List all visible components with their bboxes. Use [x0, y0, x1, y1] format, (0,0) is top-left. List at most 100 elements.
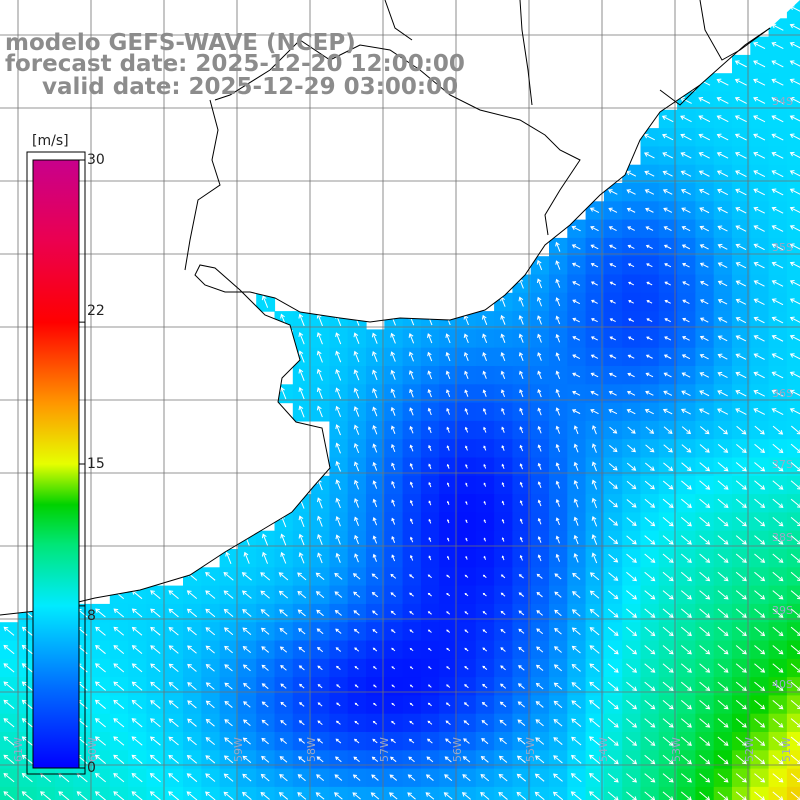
wind-arrow [662, 516, 674, 527]
wind-arrow [409, 407, 414, 416]
wind-arrow [680, 773, 692, 783]
field-cell [457, 786, 477, 800]
lon-label: 52W [743, 737, 756, 762]
wind-arrow [754, 754, 766, 765]
wind-arrow [772, 425, 784, 435]
wind-arrow [516, 773, 527, 782]
wind-arrow [790, 498, 800, 508]
wind-arrow [607, 699, 619, 710]
wind-arrow [608, 499, 618, 508]
wind-arrow [483, 445, 487, 451]
colorbar-tick: 15 [87, 456, 105, 472]
wind-arrow [626, 663, 638, 673]
field-cell [274, 786, 294, 800]
wind-arrow [354, 720, 359, 725]
wind-arrow [772, 571, 784, 582]
wind-arrow [736, 443, 747, 453]
wind-arrow [372, 498, 378, 508]
wind-arrow [113, 645, 125, 655]
wind-arrow [480, 773, 490, 782]
wind-arrow [427, 592, 432, 597]
wind-arrow [626, 535, 637, 545]
wind-arrow [465, 519, 468, 524]
wind-arrow [735, 170, 747, 177]
wind-arrow [260, 791, 270, 800]
wind-arrow [699, 317, 709, 323]
wind-arrow [609, 263, 617, 268]
wind-arrow [607, 718, 619, 728]
wind-arrow [464, 684, 469, 689]
wind-arrow [371, 332, 378, 344]
wind-arrow [409, 536, 414, 543]
wind-arrow [680, 152, 692, 159]
wind-arrow [243, 682, 251, 690]
wind-arrow [753, 316, 765, 324]
wind-arrow [168, 663, 179, 673]
field-cell [36, 786, 56, 800]
wind-arrow [628, 300, 634, 304]
wind-arrow [736, 425, 747, 435]
field-cell [786, 530, 800, 550]
wind-arrow [771, 133, 784, 141]
lon-label: 55W [524, 737, 537, 762]
wind-arrow [735, 773, 747, 783]
wind-arrow [771, 298, 784, 306]
wind-arrow [371, 756, 379, 763]
wind-arrow [680, 498, 692, 509]
wind-arrow [645, 372, 654, 378]
wind-arrow [500, 389, 506, 397]
field-cell [183, 786, 202, 800]
wind-arrow [500, 647, 506, 652]
wind-arrow [113, 681, 125, 691]
wind-arrow [643, 152, 655, 159]
wind-arrow [771, 280, 784, 287]
lon-label: 61W [12, 737, 25, 762]
wind-arrow [627, 444, 636, 453]
wind-arrow [662, 699, 674, 710]
wind-arrow [555, 535, 560, 544]
wind-arrow [280, 313, 287, 327]
wind-arrow [754, 498, 766, 509]
wind-arrow [445, 389, 451, 397]
wind-arrow [464, 593, 469, 597]
wind-arrow [113, 773, 125, 783]
wind-arrow [481, 314, 488, 325]
wind-arrow [735, 754, 747, 765]
wind-arrow [150, 626, 161, 636]
wind-arrow [426, 756, 434, 763]
wind-arrow [428, 647, 432, 652]
wind-arrow [754, 608, 766, 618]
wind-arrow [552, 791, 564, 800]
wind-arrow [753, 371, 765, 379]
wind-arrow [261, 719, 269, 726]
wind-arrow [662, 535, 674, 545]
wind-arrow [408, 738, 415, 744]
wind-arrow [754, 462, 766, 472]
wind-arrow [644, 462, 655, 471]
wind-arrow [570, 791, 582, 800]
wind-arrow [735, 663, 747, 673]
field-cell [786, 494, 800, 513]
wind-arrow [735, 335, 747, 342]
wind-arrow [681, 225, 691, 232]
wind-arrow [518, 592, 525, 597]
wind-arrow [681, 244, 691, 250]
wind-arrow [699, 681, 711, 692]
wind-arrow [94, 736, 106, 746]
wind-arrow [446, 611, 451, 615]
field-cell [786, 347, 800, 367]
wind-arrow [662, 189, 673, 195]
wind-arrow [735, 243, 747, 250]
wind-arrow [680, 663, 692, 673]
wind-arrow [427, 720, 433, 725]
wind-arrow [335, 332, 342, 345]
wind-arrow [316, 774, 325, 781]
wind-arrow [771, 42, 784, 50]
wind-arrow [391, 517, 396, 525]
wind-arrow [261, 683, 269, 690]
wind-arrow [735, 462, 747, 472]
wind-arrow [480, 755, 489, 763]
wind-arrow [482, 352, 487, 361]
wind-arrow [352, 774, 361, 781]
wind-arrow [608, 554, 619, 563]
